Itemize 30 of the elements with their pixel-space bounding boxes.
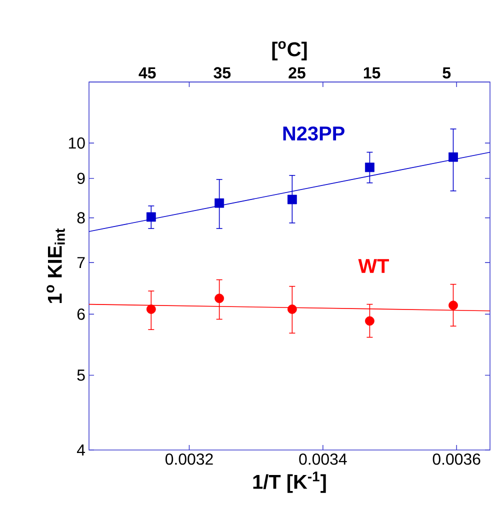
point (146, 212, 156, 222)
y-axis-title: 1$^{o}$ KIE$_{int}$ (46, 228, 65, 303)
x2-tick-label: 5 (442, 67, 451, 78)
point (146, 304, 156, 314)
point (448, 152, 458, 162)
point (365, 316, 374, 326)
x-tick-label: 0.0034 (299, 454, 347, 465)
x-axis-title: 1/T [K$^{-1}$] (253, 472, 326, 493)
x2-tick-label: 25 (288, 67, 306, 78)
point (214, 294, 224, 304)
y-tick-label: 8 (77, 212, 85, 224)
y-tick-label: 4 (76, 444, 86, 456)
point (365, 162, 374, 172)
point (448, 300, 458, 310)
y-tick-label: 5 (77, 370, 85, 381)
y-tick-label: 9 (77, 172, 85, 184)
series-label: N23PP (283, 126, 344, 141)
point (214, 198, 224, 208)
x2-tick-label: 15 (364, 67, 380, 78)
y-tick-label: 10 (68, 137, 85, 149)
y-tick-label: 6 (77, 308, 85, 320)
x-tick-label: 0.0032 (166, 454, 213, 465)
x-tick-label: 0.0036 (432, 454, 480, 465)
x2-tick-label: 35 (214, 67, 231, 78)
y-tick-label: 7 (77, 257, 85, 268)
point (287, 194, 297, 204)
x2-axis-title: [$^{o}$C] (272, 41, 307, 60)
x2-tick-label: 45 (138, 67, 156, 78)
point (287, 304, 297, 314)
text: WT (358, 259, 389, 273)
